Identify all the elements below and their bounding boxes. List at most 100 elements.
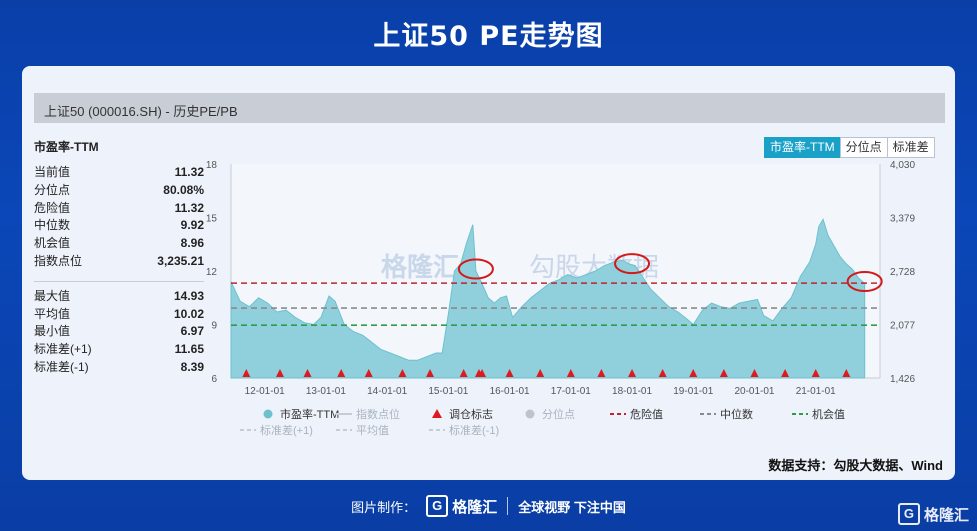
stat-row: 中位数 9.92 xyxy=(34,217,204,235)
stat-label: 危险值 xyxy=(34,200,71,215)
stat-value: 11.65 xyxy=(174,342,204,357)
stat-label: 最大值 xyxy=(34,288,71,303)
y-tick-left: 9 xyxy=(211,321,217,332)
x-tick-label: 19-01-01 xyxy=(673,386,713,397)
stat-row: 当前值 11.32 xyxy=(34,164,204,182)
y-tick-right: 1,426 xyxy=(890,374,915,385)
highlight-circle xyxy=(846,270,883,292)
stat-label: 平均值 xyxy=(34,306,71,321)
corner-g-logo-icon: G xyxy=(897,503,920,525)
stat-row: 机会值 8.96 xyxy=(34,235,204,253)
stat-label: 标准差(-1) xyxy=(34,359,89,374)
footer-divider xyxy=(507,497,509,515)
y-tick-left: 6 xyxy=(211,374,217,385)
stat-row: 最小值 6.97 xyxy=(34,323,204,341)
x-tick-label: 20-01-01 xyxy=(734,386,774,397)
stat-value: 8.39 xyxy=(180,359,204,374)
stat-label: 标准差(+1) xyxy=(34,342,92,357)
stat-value: 6.97 xyxy=(180,324,204,339)
rebalance-marker xyxy=(275,369,284,377)
legend-label: 调仓标志 xyxy=(449,407,493,421)
rebalance-marker xyxy=(781,369,790,377)
stat-value: 14.93 xyxy=(173,288,204,303)
legend-label: 标准差(-1) xyxy=(449,423,499,437)
rebalance-marker xyxy=(842,369,851,377)
stat-row: 平均值 10.02 xyxy=(34,306,204,324)
rebalance-marker xyxy=(505,369,514,377)
x-tick-label: 21-01-01 xyxy=(796,386,836,397)
rebalance-marker xyxy=(364,369,373,377)
legend-swatch xyxy=(525,409,535,419)
legend-label: 标准差(+1) xyxy=(260,423,313,437)
data-source: 数据支持：勾股大数据、Wind xyxy=(768,458,943,473)
rebalance-marker xyxy=(811,369,820,377)
x-tick-label: 16-01-01 xyxy=(490,386,530,397)
stat-row: 危险值 11.32 xyxy=(34,200,204,218)
footer-logo: G 格隆汇 xyxy=(426,495,497,517)
stat-value: 80.08% xyxy=(163,182,204,197)
legend-label: 分位点 xyxy=(542,407,575,421)
g-logo-icon: G xyxy=(426,495,449,517)
rebalance-marker xyxy=(750,369,759,377)
rebalance-marker xyxy=(242,369,251,377)
stat-row: 分位点 80.08% xyxy=(34,182,204,200)
legend-label: 市盈率-TTM xyxy=(280,407,339,421)
rebalance-marker xyxy=(628,369,637,377)
rebalance-marker xyxy=(425,369,434,377)
stats-title: 市盈率-TTM xyxy=(34,140,99,154)
rebalance-marker xyxy=(719,369,728,377)
y-tick-right: 2,077 xyxy=(890,321,915,332)
stat-value: 9.92 xyxy=(180,218,204,233)
x-tick-label: 14-01-01 xyxy=(367,386,407,397)
y-tick-right: 2,728 xyxy=(890,267,915,278)
rebalance-marker xyxy=(689,369,698,377)
x-tick-label: 17-01-01 xyxy=(551,386,591,397)
corner-logo-text: 格隆汇 xyxy=(923,506,969,524)
metric-tabs: 市盈率-TTM 分位点 标准差 xyxy=(764,137,935,158)
rebalance-marker xyxy=(303,369,312,377)
footer-label: 图片制作： xyxy=(351,499,417,515)
footer: 图片制作： G 格隆汇 全球视野 下注中国 xyxy=(0,494,977,518)
rebalance-marker xyxy=(398,369,407,377)
footer-slogan: 全球视野 下注中国 xyxy=(518,499,626,515)
stat-label: 分位点 xyxy=(34,182,71,197)
y-tick-right: 3,379 xyxy=(890,214,915,225)
stat-label: 指数点位 xyxy=(34,253,83,268)
rebalance-marker xyxy=(536,369,545,377)
x-tick-label: 18-01-01 xyxy=(612,386,652,397)
page-title: 上证50 PE走势图 xyxy=(373,21,604,52)
stats-divider xyxy=(34,280,204,282)
legend-swatch xyxy=(263,409,273,419)
stat-label: 机会值 xyxy=(34,236,71,251)
stat-label: 中位数 xyxy=(34,218,71,233)
x-tick-label: 15-01-01 xyxy=(428,386,468,397)
stat-row: 标准差(+1) 11.65 xyxy=(34,341,204,359)
y-tick-right: 4,030 xyxy=(890,160,915,171)
y-tick-left: 15 xyxy=(206,214,218,225)
rebalance-marker xyxy=(478,369,487,377)
rebalance-marker xyxy=(597,369,606,377)
legend-label: 危险值 xyxy=(630,407,663,421)
stat-row: 最大值 14.93 xyxy=(34,288,204,306)
highlight-circle xyxy=(614,253,651,275)
stat-value: 10.02 xyxy=(173,306,204,321)
legend-swatch xyxy=(432,409,442,418)
panel-title: 上证50 (000016.SH) - 历史PE/PB xyxy=(44,104,238,119)
stat-row: 标准差(-1) 8.39 xyxy=(34,359,204,377)
legend-label: 指数点位 xyxy=(356,407,400,421)
stats-panel: 市盈率-TTM 当前值 11.32 分位点 80.08% 危险值 11.32 中位数 9.92… xyxy=(34,138,204,377)
stat-value: 11.32 xyxy=(174,200,204,215)
pe-area-series xyxy=(230,218,866,379)
watermark-main: 格隆汇 xyxy=(381,252,459,283)
tab-pe-ttm[interactable]: 市盈率-TTM xyxy=(764,137,841,158)
stat-value: 3,235.21 xyxy=(157,253,204,268)
rebalance-marker xyxy=(337,369,346,377)
stat-value: 11.32 xyxy=(174,165,204,179)
y-tick-left: 12 xyxy=(206,267,218,278)
legend-label: 中位数 xyxy=(720,407,753,421)
rebalance-marker xyxy=(566,369,575,377)
tab-std-dev[interactable]: 标准差 xyxy=(886,137,935,158)
x-tick-label: 12-01-01 xyxy=(245,386,285,397)
highlight-circle xyxy=(457,258,494,280)
